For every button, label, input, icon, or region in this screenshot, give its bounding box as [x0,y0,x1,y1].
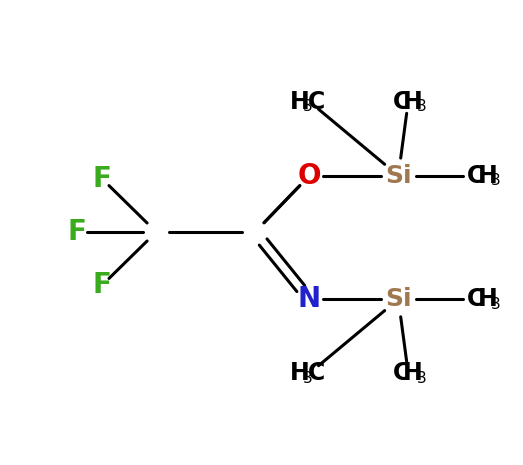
Text: 3: 3 [303,99,312,114]
Text: 3: 3 [491,173,501,188]
Text: O: O [298,162,321,190]
Text: 3: 3 [303,371,312,386]
Text: 3: 3 [491,297,501,312]
Text: H: H [477,164,497,188]
Text: Si: Si [385,287,412,311]
Text: C: C [308,90,325,113]
Text: Si: Si [385,164,412,188]
Text: H: H [403,361,423,385]
Text: F: F [93,272,111,299]
Text: C: C [393,361,410,385]
Text: H: H [290,90,310,113]
Text: N: N [298,285,321,313]
Text: C: C [467,287,484,311]
Text: C: C [393,90,410,113]
Text: 3: 3 [417,99,427,114]
Text: F: F [68,218,87,246]
Text: C: C [467,164,484,188]
Text: C: C [308,361,325,385]
Text: F: F [93,165,111,193]
Text: H: H [403,90,423,113]
Text: H: H [290,361,310,385]
Text: 3: 3 [417,371,427,386]
Text: H: H [477,287,497,311]
